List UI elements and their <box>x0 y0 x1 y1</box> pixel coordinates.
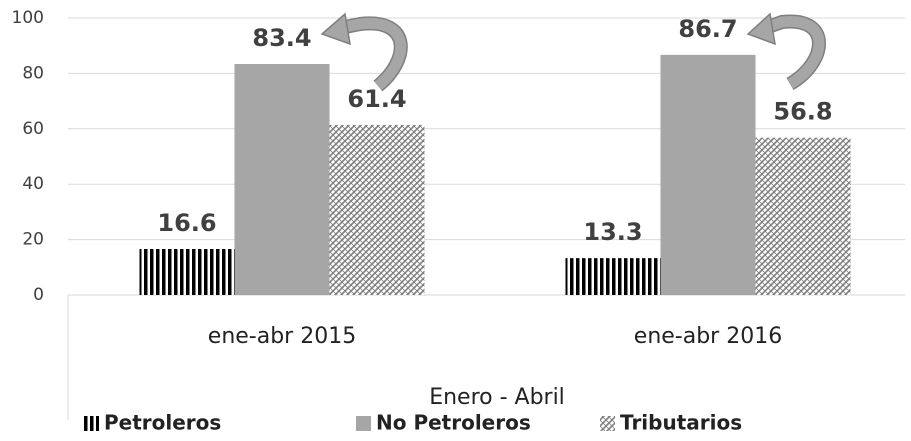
legend-swatch <box>600 416 615 431</box>
x-tick-label: ene-abr 2016 <box>634 324 782 349</box>
data-label: 61.4 <box>347 85 406 113</box>
annotation-arrows <box>320 12 826 92</box>
y-tick-label: 40 <box>22 174 44 194</box>
y-tick-label: 0 <box>33 285 44 305</box>
bar <box>660 54 756 295</box>
legend-swatch <box>84 416 99 431</box>
y-tick-label: 20 <box>22 230 44 250</box>
x-axis-title: Enero - Abril <box>429 385 565 410</box>
legend-label: Petroleros <box>104 411 221 435</box>
bar <box>234 63 330 296</box>
data-label: 83.4 <box>252 24 311 52</box>
legend-label: Tributarios <box>620 411 742 435</box>
bar <box>139 249 235 295</box>
y-tick-label: 100 <box>12 8 44 28</box>
data-label: 13.3 <box>583 218 642 246</box>
bar <box>565 258 661 295</box>
y-tick-label: 60 <box>22 119 44 139</box>
data-label: 56.8 <box>773 98 832 126</box>
bar <box>755 137 851 295</box>
y-tick-label: 80 <box>22 63 44 83</box>
legend-swatch <box>356 416 371 431</box>
legend-label: No Petroleros <box>376 411 531 435</box>
data-label: 16.6 <box>157 209 216 237</box>
bar <box>329 124 425 295</box>
data-label: 86.7 <box>678 15 737 43</box>
x-tick-label: ene-abr 2015 <box>208 324 356 349</box>
